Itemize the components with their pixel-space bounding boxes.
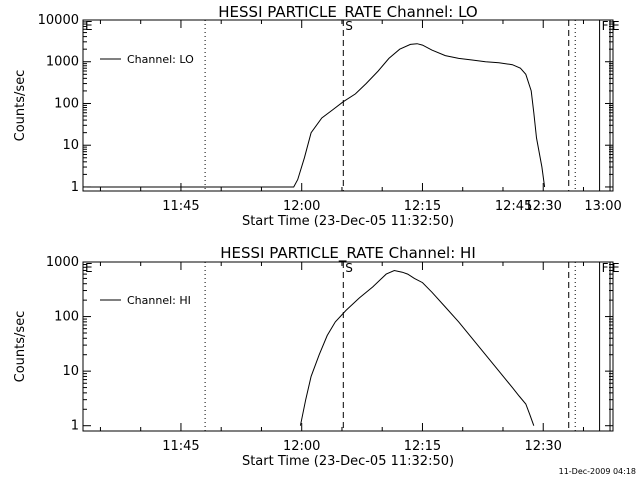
x-tick-label: 12:15 — [404, 199, 441, 214]
plot-frame — [82, 19, 614, 192]
y-tick-label: 10 — [62, 138, 79, 153]
marker-label: S — [345, 19, 353, 33]
marker-label: S — [345, 261, 353, 275]
x-tick-label: 12:15 — [404, 439, 441, 454]
legend-label: Channel: LO — [127, 53, 194, 66]
chart-title-hi: HESSI PARTICLE_RATE Channel: HI — [220, 244, 476, 263]
x-tick-label: 12:30 — [524, 199, 561, 214]
legend: Channel: LO — [100, 53, 194, 66]
marker-label: E — [612, 19, 620, 33]
y-tick-label: 1 — [71, 180, 79, 195]
marker-label: E — [85, 261, 93, 275]
series-line-lo — [87, 43, 546, 188]
x-tick-label: 11:45 — [162, 199, 199, 214]
series-line-hi — [299, 269, 535, 426]
x-tick-label: 12:45 — [495, 199, 532, 214]
x-tick-label: 12:30 — [524, 439, 561, 454]
x-axis-label: Start Time (23-Dec-05 11:32:50) — [242, 454, 454, 469]
y-tick-label: 1000 — [46, 255, 79, 270]
y-tick-label: 10000 — [38, 13, 79, 28]
y-tick-label: 10 — [62, 364, 79, 379]
chart-title-lo: HESSI PARTICLE_RATE Channel: LO — [218, 3, 477, 22]
marker-label: E — [85, 19, 93, 33]
timestamp: 11-Dec-2009 04:18 — [559, 467, 636, 476]
panel-lo: HESSI PARTICLE_RATE Channel: LO 11:45 12:… — [13, 3, 622, 229]
y-tick-label: 100 — [54, 96, 79, 111]
x-tick-label: 12:00 — [283, 439, 320, 454]
legend-label: Channel: HI — [127, 294, 191, 307]
x-axis-label: Start Time (23-Dec-05 11:32:50) — [242, 214, 454, 229]
plot-frame — [82, 261, 614, 432]
y-tick-label: 100 — [54, 310, 79, 325]
y-axis-label: Counts/sec — [13, 70, 28, 142]
y-tick-label: 1000 — [46, 55, 79, 70]
x-tick-label: 12:00 — [283, 199, 320, 214]
marker-label: F — [602, 261, 609, 275]
marker-label: E — [612, 261, 620, 275]
y-tick-label: 1 — [71, 419, 79, 434]
x-tick-label: 11:45 — [162, 439, 199, 454]
panel-hi: HESSI PARTICLE_RATE Channel: HI 11:45 12:… — [13, 244, 620, 469]
legend: Channel: HI — [100, 294, 191, 307]
y-axis-label: Counts/sec — [13, 311, 28, 383]
marker-label: F — [602, 19, 609, 33]
x-tick-label: 13:00 — [584, 199, 621, 214]
